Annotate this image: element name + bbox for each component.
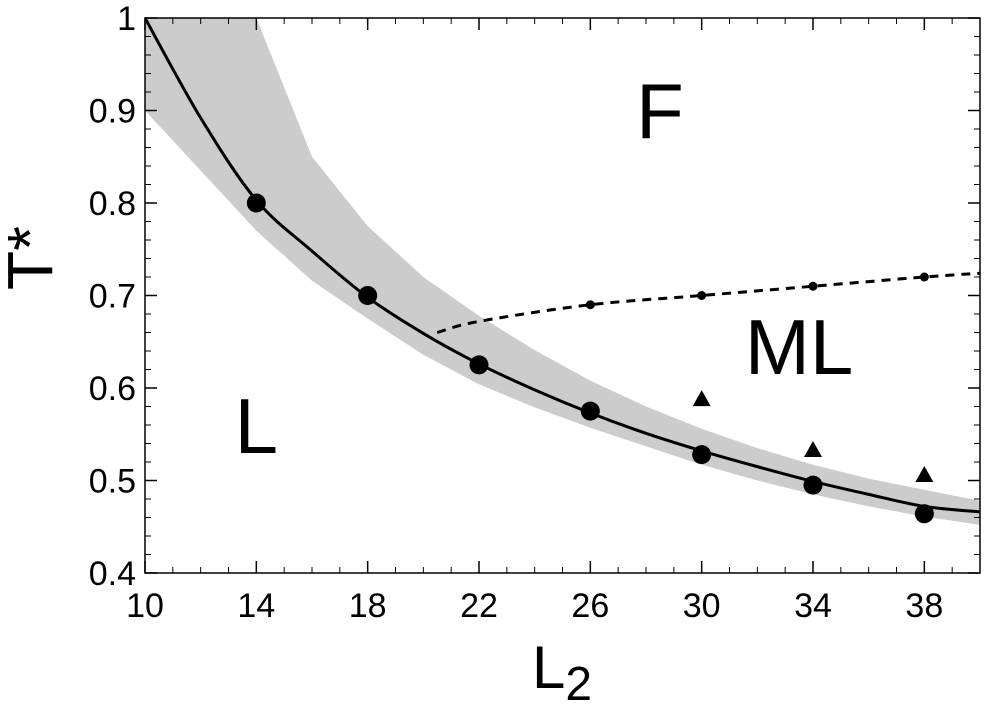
region-label-ml: ML bbox=[745, 303, 853, 391]
data-point bbox=[358, 286, 378, 305]
uncertainty-band bbox=[145, 18, 980, 525]
y-axis-label: T* bbox=[0, 226, 66, 290]
dashed-transition-line bbox=[436, 271, 980, 334]
small-data-point bbox=[697, 291, 707, 300]
x-tick-label: 38 bbox=[905, 587, 943, 625]
x-tick-label: 34 bbox=[794, 587, 832, 625]
triangle-marker bbox=[804, 440, 822, 457]
data-point bbox=[580, 401, 600, 421]
data-point bbox=[692, 445, 712, 465]
small-data-point bbox=[919, 272, 929, 282]
triangle-marker bbox=[915, 465, 934, 482]
confidence-band bbox=[145, 18, 980, 525]
x-tick-label: 22 bbox=[460, 587, 498, 625]
small-data-point bbox=[585, 300, 595, 310]
triangle-marker bbox=[692, 390, 711, 407]
y-tick-label: 0.5 bbox=[89, 463, 136, 501]
y-tick-label: 0.4 bbox=[89, 555, 136, 593]
data-point bbox=[914, 504, 934, 524]
data-point bbox=[246, 193, 266, 213]
x-tick-label: 30 bbox=[683, 587, 721, 625]
markers bbox=[246, 193, 934, 524]
data-point bbox=[803, 475, 823, 495]
region-label-f: F bbox=[636, 67, 684, 155]
axis-ticks: 10 14 18 22 26 30 34 38 0.4 0.5 0.6 0.7 0.8 0.9 1 bbox=[89, 0, 981, 625]
y-tick-label: 0.9 bbox=[89, 93, 136, 131]
region-label-l: L bbox=[235, 382, 278, 470]
region-labels: F ML L bbox=[235, 67, 854, 470]
y-tick-label: 0.6 bbox=[89, 370, 136, 408]
x-tick-label: 26 bbox=[571, 587, 609, 625]
y-tick-label: 0.8 bbox=[89, 185, 136, 223]
x-tick-label: 18 bbox=[349, 587, 387, 625]
x-tick-label: 14 bbox=[237, 587, 275, 625]
y-tick-label: 1 bbox=[117, 0, 136, 38]
x-tick-label: 10 bbox=[126, 587, 164, 625]
x-axis-label: L2 bbox=[532, 634, 592, 709]
small-data-point bbox=[808, 281, 818, 291]
y-tick-label: 0.7 bbox=[89, 278, 136, 316]
data-point bbox=[469, 355, 489, 375]
